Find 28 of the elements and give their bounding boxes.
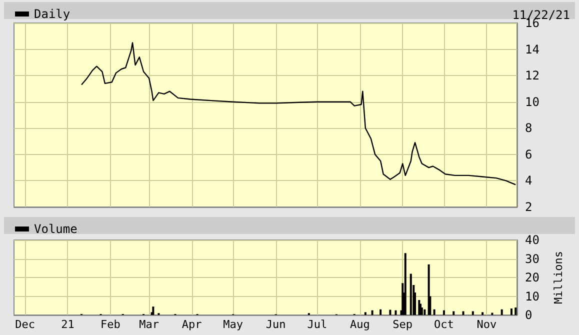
x-tick-label: 21 bbox=[61, 318, 74, 331]
legend-label: Volume bbox=[34, 222, 78, 236]
x-tick-label: Oct bbox=[434, 318, 454, 331]
text: 11/22/21 bbox=[512, 8, 570, 22]
y-tick-label: 2 bbox=[525, 200, 532, 214]
x-tick-label: Feb bbox=[100, 318, 120, 331]
x-tick-label: Apr bbox=[182, 318, 202, 331]
x-tick-label: Aug bbox=[350, 318, 370, 331]
x-tick-label: Sep bbox=[392, 318, 413, 331]
y-tick-label: 10 bbox=[525, 289, 540, 304]
y-tick-label: 20 bbox=[525, 270, 540, 284]
y-tick-label: 14 bbox=[525, 42, 540, 56]
y-tick-label: 0 bbox=[525, 308, 532, 322]
y-tick-label: 40 bbox=[525, 233, 540, 247]
y-tick-label: 30 bbox=[525, 252, 540, 266]
x-tick-label: Nov bbox=[476, 318, 497, 331]
y-tick-label: 12 bbox=[525, 68, 540, 83]
x-tick-label: Mar bbox=[139, 318, 160, 331]
x-tick-label: May bbox=[223, 318, 244, 331]
x-tick-label: Dec bbox=[15, 318, 35, 331]
y-axis-title: Millions bbox=[552, 251, 565, 304]
y-tick-label: 6 bbox=[525, 147, 532, 162]
x-tick-label: Jun bbox=[266, 318, 286, 331]
y-tick-label: 10 bbox=[525, 94, 540, 109]
y-tick-label: 8 bbox=[525, 121, 532, 136]
legend-label: Daily bbox=[34, 7, 70, 21]
x-tick-label: Jul bbox=[307, 318, 328, 331]
y-tick-label: 4 bbox=[525, 174, 532, 188]
